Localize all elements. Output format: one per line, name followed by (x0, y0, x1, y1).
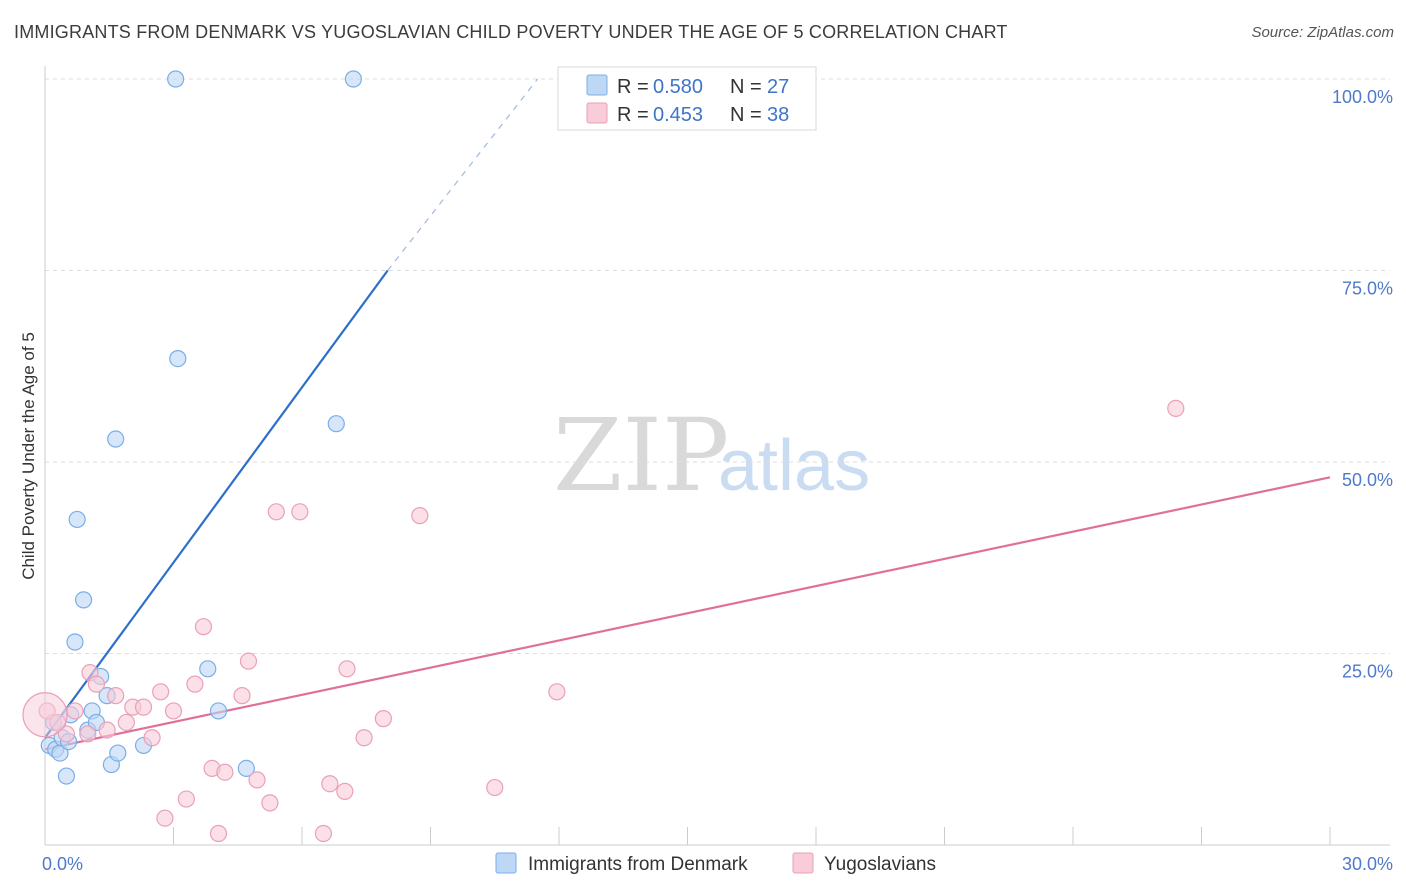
series-legend: Immigrants from Denmark Yugoslavians (495, 852, 936, 875)
legend-swatch-denmark (586, 74, 608, 96)
point-yugoslavians-11 (134, 698, 153, 716)
point-yugoslavians-24 (248, 771, 266, 789)
point-yugoslavians-34 (411, 507, 429, 525)
y-tick-label-0: 100.0% (1332, 87, 1393, 107)
point-denmark-21 (237, 759, 255, 778)
point-denmark-14 (107, 430, 125, 448)
point-yugoslavians-33 (374, 710, 392, 728)
point-denmark-6 (68, 510, 86, 529)
point-yugoslavians-4 (79, 725, 97, 743)
legend-swatch-yugoslavians (586, 102, 608, 124)
data-points (22, 70, 1185, 843)
point-yugoslavians-30 (336, 782, 354, 800)
point-yugoslavians-37 (1167, 399, 1185, 417)
point-yugoslavians-16 (177, 790, 195, 808)
point-yugoslavians-2 (57, 725, 76, 743)
point-denmark-19 (199, 660, 217, 678)
point-yugoslavians-29 (321, 775, 339, 793)
point-yugoslavians-7 (98, 721, 116, 739)
series-legend-label-denmark: Immigrants from Denmark (528, 854, 748, 875)
legend-r-label-denmark: R = (617, 76, 649, 98)
point-yugoslavians-21 (216, 763, 234, 781)
point-denmark-22 (327, 415, 345, 433)
point-yugoslavians-14 (156, 809, 174, 827)
legend-n-label-yugoslavians: N = (730, 104, 762, 126)
point-yugoslavians-27 (291, 503, 309, 521)
y-tick-label-2: 50.0% (1342, 470, 1393, 490)
chart-source: Source: ZipAtlas.com (1251, 24, 1394, 41)
point-yugoslavians-28 (314, 824, 333, 843)
point-yugoslavians-large (22, 692, 68, 738)
series-legend-label-yugoslavians: Yugoslavians (824, 854, 936, 875)
point-yugoslavians-23 (239, 652, 258, 670)
point-yugoslavians-9 (117, 713, 135, 732)
x-tick-label-1: 30.0% (1342, 854, 1393, 874)
point-yugoslavians-36 (548, 683, 566, 701)
legend-r-label-yugoslavians: R = (617, 104, 649, 126)
trend-line-extension-0 (387, 78, 539, 271)
watermark-atlas: atlas (718, 426, 870, 506)
point-yugoslavians-3 (66, 702, 84, 720)
tick-labels: 100.0% 75.0% 50.0% 25.0% 0.0% 30.0% (42, 87, 1393, 874)
point-yugoslavians-12 (143, 729, 161, 747)
point-yugoslavians-6 (87, 675, 106, 693)
legend-r-value-yugoslavians: 0.453 (653, 104, 703, 126)
point-yugoslavians-8 (107, 687, 125, 705)
y-tick-label-1: 75.0% (1342, 279, 1393, 299)
point-denmark-15 (109, 744, 127, 762)
point-denmark-23 (344, 70, 362, 88)
point-yugoslavians-15 (164, 702, 183, 720)
series-legend-swatch-yugoslavians (792, 852, 814, 874)
point-denmark-5 (66, 633, 84, 651)
trend-line-1 (44, 476, 1331, 751)
trend-line-0 (44, 269, 389, 739)
legend-n-value-denmark: 27 (767, 76, 789, 98)
legend-n-label-denmark: N = (730, 76, 762, 98)
point-yugoslavians-22 (233, 687, 251, 705)
legend-n-value-yugoslavians: 38 (767, 104, 789, 126)
point-yugoslavians-25 (261, 794, 279, 812)
point-yugoslavians-32 (355, 729, 373, 747)
point-denmark-18 (169, 349, 187, 368)
point-denmark-20 (209, 702, 228, 720)
y-tick-label-3: 25.0% (1342, 662, 1393, 682)
point-yugoslavians-13 (152, 683, 170, 701)
point-yugoslavians-35 (486, 778, 504, 797)
point-yugoslavians-17 (186, 675, 204, 693)
point-denmark-7 (74, 591, 93, 609)
series-legend-swatch-denmark (495, 852, 517, 874)
point-yugoslavians-20 (209, 824, 228, 843)
point-denmark-3 (57, 767, 76, 785)
point-yugoslavians-18 (194, 618, 213, 636)
y-axis-title: Child Poverty Under the Age of 5 (19, 332, 38, 580)
point-yugoslavians-26 (267, 503, 285, 521)
watermark-zip: ZIP (553, 397, 729, 514)
point-denmark-17 (167, 70, 185, 88)
chart-title: IMMIGRANTS FROM DENMARK VS YUGOSLAVIAN C… (14, 22, 1008, 42)
gridlines (45, 78, 1390, 654)
trend-lines (44, 78, 1331, 751)
stats-legend: R = 0.580 N = 27 R = 0.453 N = 38 (557, 66, 817, 131)
legend-r-value-denmark: 0.580 (653, 76, 703, 98)
point-yugoslavians-31 (338, 660, 356, 678)
x-tick-label-0: 0.0% (42, 854, 83, 874)
